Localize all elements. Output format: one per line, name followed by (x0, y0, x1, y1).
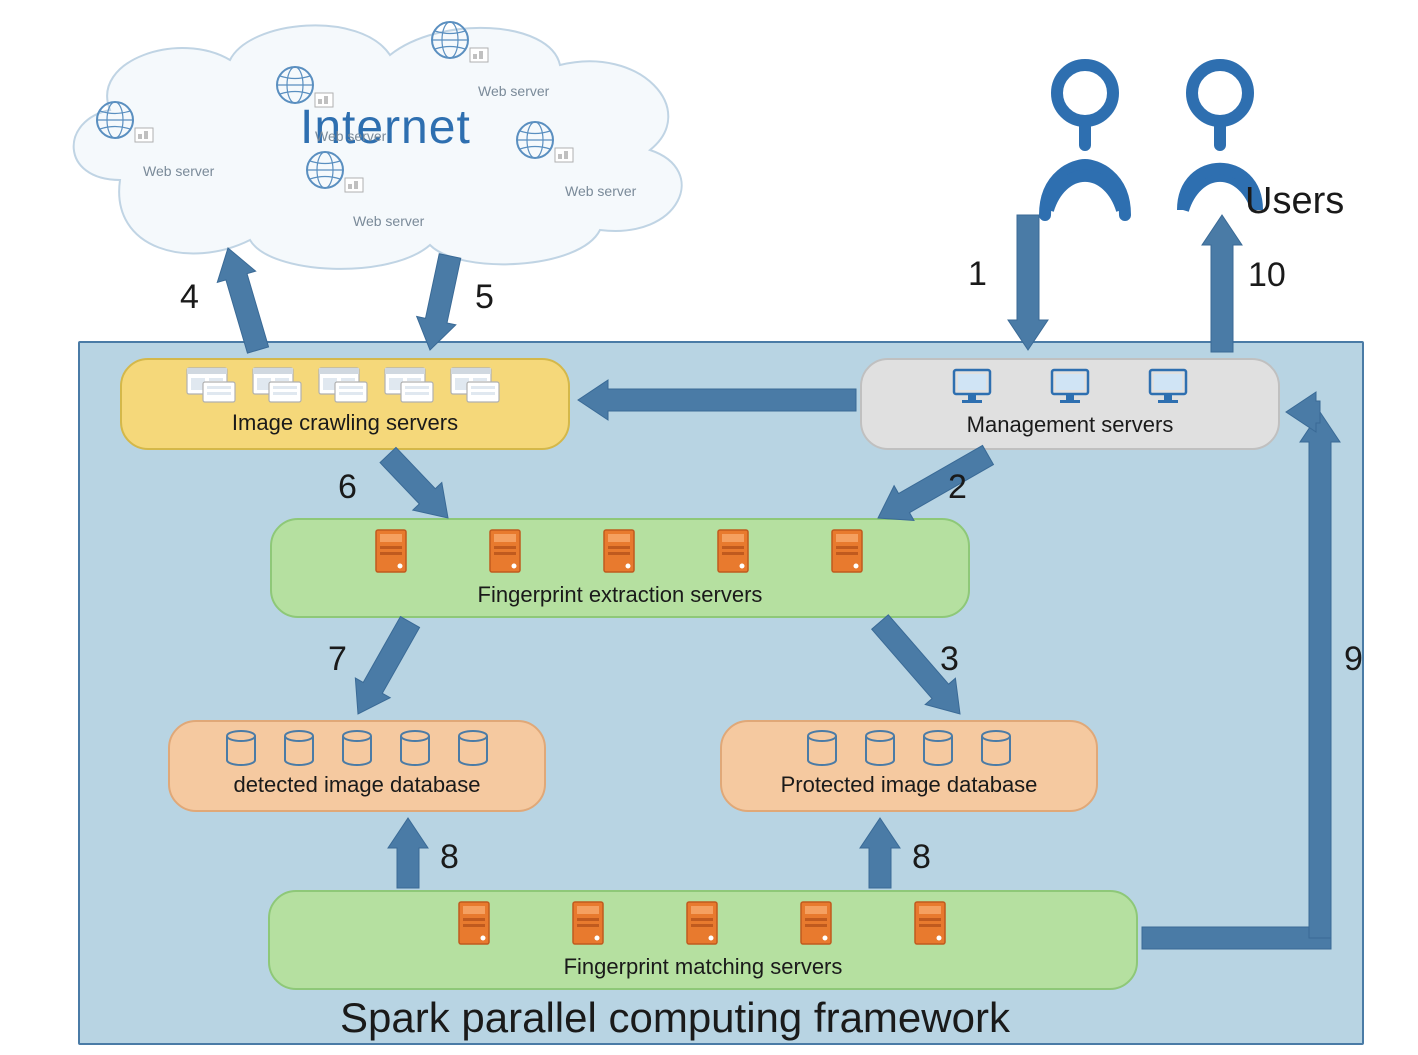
step-label-2: 2 (948, 468, 967, 507)
step-label-4: 4 (180, 278, 199, 317)
arrow-a5 (417, 254, 461, 350)
arrow-a1 (1008, 215, 1048, 350)
arrow-mgmt_to_crawl (578, 380, 856, 420)
arrow-a9v (1300, 412, 1340, 938)
step-label-3: 3 (940, 640, 959, 679)
arrow-a10 (1202, 215, 1242, 352)
arrow-a4 (217, 248, 268, 353)
arrows-layer (0, 0, 1418, 1055)
arrow-a8r (860, 818, 900, 888)
arrow-a6 (380, 447, 448, 518)
step-label-9: 9 (1344, 640, 1363, 679)
step-label-8: 8 (912, 838, 931, 877)
step-label-5: 5 (475, 278, 494, 317)
arrow-a7 (355, 617, 419, 714)
arrow-a2 (878, 445, 993, 520)
arrow-a9h (1286, 392, 1320, 432)
diagram-canvas: Internet Web server Web server Web serve… (0, 0, 1418, 1055)
step-label-8: 8 (440, 838, 459, 877)
step-label-7: 7 (328, 640, 347, 679)
step-label-1: 1 (968, 255, 987, 294)
step-label-10: 10 (1248, 256, 1286, 295)
arrow-a8l (388, 818, 428, 888)
step-label-6: 6 (338, 468, 357, 507)
